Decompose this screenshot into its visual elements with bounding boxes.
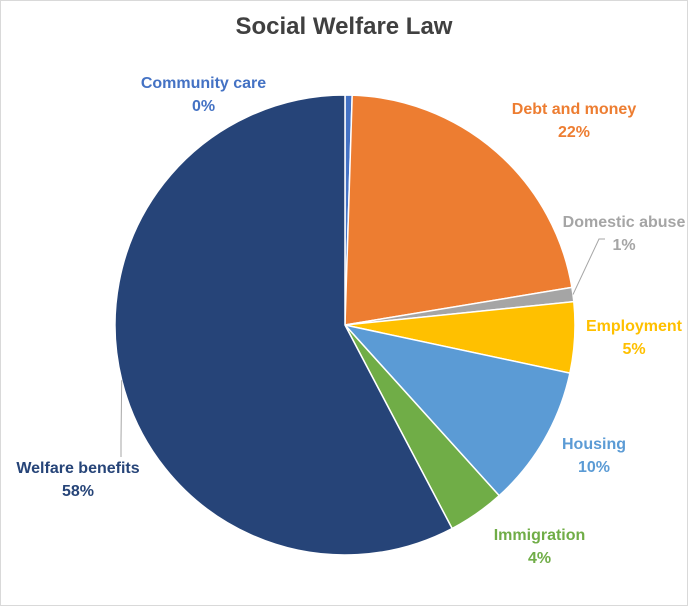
pie-slices (114, 94, 576, 556)
slice-housing (342, 323, 571, 497)
label-immigration-pct: 4% (527, 550, 552, 567)
label-housing-name: Housing (562, 436, 626, 453)
label-employment-pct: 5% (622, 341, 646, 358)
label-debt-and-money-name: Debt and money (511, 101, 637, 118)
label-debt-and-money: Debt and money 22% (499, 98, 649, 144)
label-employment-name: Employment (585, 318, 682, 335)
label-housing: Housing 10% (549, 433, 639, 479)
label-housing-pct: 10% (577, 459, 611, 476)
label-community-care: Community care 0% (131, 72, 276, 118)
label-employment: Employment 5% (579, 315, 687, 361)
leader-lines (120, 238, 605, 457)
leader-line-domestic-abuse (572, 238, 605, 295)
label-immigration-name: Immigration (493, 527, 586, 544)
label-domestic-abuse: Domestic abuse 1% (554, 211, 687, 257)
label-immigration: Immigration 4% (477, 524, 602, 570)
chart-title: Social Welfare Law (235, 13, 453, 40)
label-debt-and-money-pct: 22% (557, 124, 591, 141)
label-domestic-abuse-pct: 1% (612, 237, 636, 254)
label-welfare-benefits-name: Welfare benefits (16, 460, 140, 477)
label-welfare-benefits: Welfare benefits 58% (3, 457, 153, 503)
label-community-care-name: Community care (140, 75, 267, 92)
label-community-care-pct: 0% (191, 98, 216, 115)
slice-welfare-benefits (114, 94, 454, 556)
label-domestic-abuse-name: Domestic abuse (562, 214, 686, 231)
leader-line-welfare-benefits (120, 380, 123, 457)
slice-debt-and-money (344, 94, 573, 326)
label-welfare-benefits-pct: 58% (61, 483, 95, 500)
